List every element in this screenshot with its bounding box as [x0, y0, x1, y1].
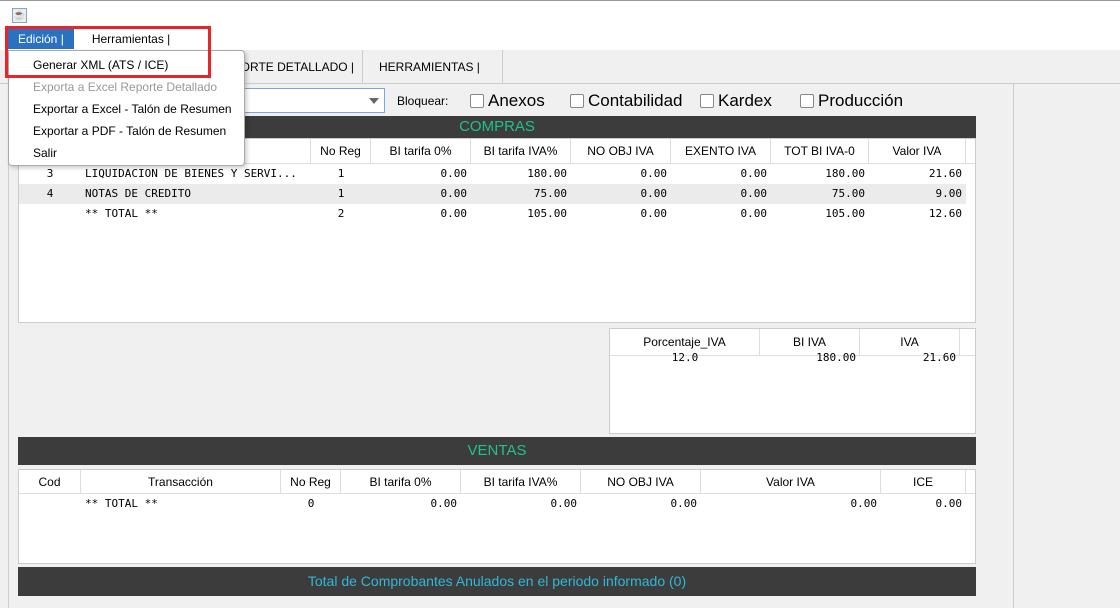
table-cell: 0.00	[740, 207, 768, 220]
table-cell	[19, 494, 81, 514]
annotation-highlight-box	[5, 26, 211, 78]
column-header[interactable]	[81, 139, 311, 163]
table-cell: NOTAS DE CREDITO	[85, 187, 191, 200]
table-cell: 1	[337, 167, 345, 180]
menu-herramientas[interactable]: Herramientas |	[91, 32, 171, 46]
table-cell: 0.00	[440, 167, 468, 180]
column-header[interactable]: Porcentaje_IVA	[610, 329, 760, 355]
table-row[interactable]: ** TOTAL ** 0 0.00 0.00 0.00 0.00 0.00	[19, 494, 966, 514]
checkbox-produccion[interactable]: Producción	[800, 90, 903, 112]
tab-bar	[0, 50, 1120, 84]
table-row[interactable]: ** TOTAL ** 2 0.00 105.00 0.00 0.00 105.00 12.6…	[19, 204, 966, 224]
table-cell: 4	[46, 187, 54, 200]
table-cell: 21.60	[928, 167, 962, 180]
main-panel	[8, 84, 1014, 608]
column-header[interactable]: TOT BI IVA-0	[771, 139, 869, 163]
menu-item-exportar-pdf-talon[interactable]: Exportar a PDF - Talón de Resumen	[33, 124, 227, 138]
ventas-table[interactable]: Cod Transacción No Reg BI tarifa 0% BI tarif…	[18, 469, 976, 564]
table-row[interactable]: 12.0 180.00 21.60	[610, 348, 960, 368]
column-header[interactable]: No Reg	[311, 139, 371, 163]
column-header[interactable]: IVA	[860, 329, 960, 355]
table-cell: ** TOTAL **	[85, 497, 158, 510]
java-app-icon: ☕	[12, 8, 27, 23]
table-cell: 9.00	[935, 187, 963, 200]
table-cell: 75.00	[831, 187, 865, 200]
table-cell: 180.00	[825, 167, 865, 180]
edicion-dropdown-menu: Generar XML (ATS / ICE) Exporta a Excel …	[8, 50, 245, 166]
menu-bar: Edición | Herramientas |	[8, 29, 180, 49]
table-cell: 0.00	[550, 497, 578, 510]
table-header-row: Porcentaje_IVA BI IVA IVA	[610, 329, 975, 356]
compras-table[interactable]: No Reg BI tarifa 0% BI tarifa IVA% NO OBJ I…	[18, 138, 976, 323]
table-cell: 0.00	[850, 497, 878, 510]
table-cell: 3	[46, 167, 54, 180]
tab-herramientas[interactable]: HERRAMIENTAS |	[363, 50, 503, 84]
menu-item-exporta-excel-detallado: Exporta a Excel Reporte Detallado	[33, 80, 218, 94]
menu-item-exportar-excel-talon[interactable]: Exportar a Excel - Talón de Resumen	[33, 102, 232, 116]
table-cell: LIQUIDACION DE BIENES Y SERVI...	[85, 167, 297, 180]
menu-item-salir[interactable]: Salir	[33, 146, 58, 160]
table-row[interactable]: 3 LIQUIDACION DE BIENES Y SERVI... 1 0.00 18…	[19, 164, 966, 184]
bloquear-label: Bloquear:	[397, 94, 449, 108]
chevron-down-icon	[369, 98, 379, 104]
column-header[interactable]: NO OBJ IVA	[581, 470, 701, 493]
column-header[interactable]: Valor IVA	[869, 139, 966, 163]
anulados-footer: Total de Comprobantes Anulados en el per…	[18, 567, 976, 596]
column-header[interactable]: Valor IVA	[701, 470, 881, 493]
tab-label: REPORTE DETALLADO |	[216, 60, 355, 74]
table-cell: 105.00	[527, 207, 567, 220]
table-cell: ** TOTAL **	[85, 207, 158, 220]
ventas-header: VENTAS	[18, 437, 976, 465]
table-cell: 75.00	[533, 187, 567, 200]
table-cell: 180.00	[816, 351, 856, 364]
table-row[interactable]: 4 NOTAS DE CREDITO 1 0.00 75.00 0.00 0.00 75.00…	[19, 184, 966, 204]
column-header[interactable]: BI IVA	[760, 329, 860, 355]
table-cell: 0.00	[640, 207, 668, 220]
table-cell: 0.00	[740, 187, 768, 200]
table-cell: 0.00	[440, 187, 468, 200]
column-header[interactable]: No Reg	[281, 470, 341, 493]
column-header[interactable]: Cod	[19, 470, 81, 493]
tab-label: HERRAMIENTAS |	[379, 60, 480, 74]
table-cell: 0.00	[935, 497, 963, 510]
compras-header: COMPRAS	[18, 116, 976, 138]
table-cell: 12.60	[928, 207, 962, 220]
table-cell: 0.00	[440, 207, 468, 220]
column-header[interactable]: ICE	[881, 470, 966, 493]
menu-edicion[interactable]: Edición |	[8, 29, 74, 49]
checkbox-anexos[interactable]: Anexos	[470, 90, 545, 112]
table-cell: 180.00	[527, 167, 567, 180]
table-cell: 12.0	[671, 351, 699, 364]
menu-item-generar-xml[interactable]: Generar XML (ATS / ICE)	[33, 58, 169, 72]
column-header[interactable]: NO OBJ IVA	[571, 139, 671, 163]
column-header[interactable]: BI tarifa 0%	[371, 139, 471, 163]
table-cell: 21.60	[922, 351, 956, 364]
table-cell: 0.00	[640, 167, 668, 180]
table-header-row: Cod Transacción No Reg BI tarifa 0% BI tarif…	[19, 470, 975, 494]
table-cell	[19, 204, 81, 224]
column-header[interactable]: BI tarifa 0%	[341, 470, 461, 493]
table-header-row: No Reg BI tarifa 0% BI tarifa IVA% NO OBJ I…	[19, 139, 975, 164]
column-header[interactable]: Transacción	[81, 470, 281, 493]
table-cell: 0.00	[430, 497, 458, 510]
table-cell: 0.00	[740, 167, 768, 180]
column-header[interactable]: BI tarifa IVA%	[471, 139, 571, 163]
column-header[interactable]: BI tarifa IVA%	[461, 470, 581, 493]
column-header[interactable]: EXENTO IVA	[671, 139, 771, 163]
table-cell: 0	[307, 497, 315, 510]
window-title-bar	[0, 0, 1120, 50]
table-cell: 2	[337, 207, 345, 220]
checkbox-contabilidad[interactable]: Contabilidad	[570, 90, 683, 112]
iva-table[interactable]: Porcentaje_IVA BI IVA IVA 12.0 180.00 21.60	[609, 328, 976, 434]
tab-reporte-detallado[interactable]: REPORTE DETALLADO |	[216, 50, 363, 84]
table-cell: 1	[337, 187, 345, 200]
table-cell: 105.00	[825, 207, 865, 220]
table-cell: 0.00	[640, 187, 668, 200]
checkbox-kardex[interactable]: Kardex	[700, 90, 772, 112]
period-combo[interactable]	[240, 88, 385, 113]
table-cell: 0.00	[670, 497, 698, 510]
